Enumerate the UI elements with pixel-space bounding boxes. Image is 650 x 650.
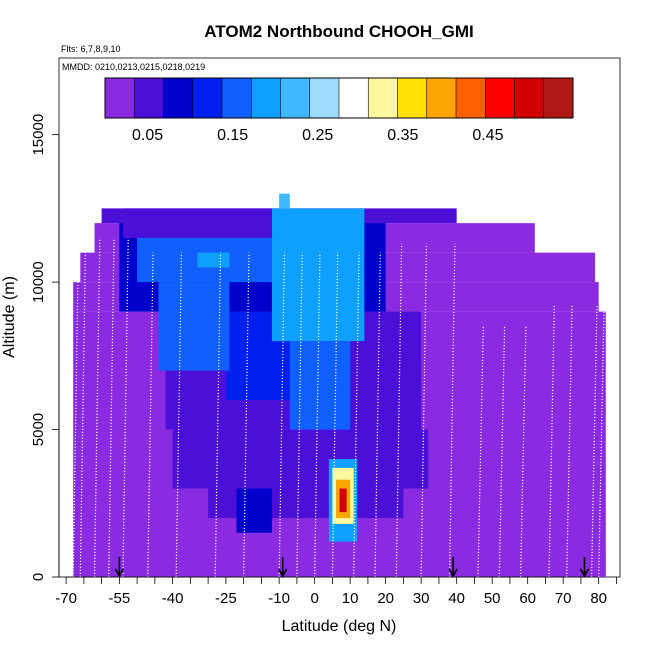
heatmap-cell-19 <box>236 488 273 533</box>
flight-profile-2 <box>93 237 101 578</box>
colorbar-swatch-5 <box>251 78 281 118</box>
colorbar-tick-label-0: 0.05 <box>132 127 163 144</box>
colorbar-swatch-1 <box>134 78 164 118</box>
x-tick-label-12: 70 <box>555 590 572 607</box>
colorbar: 0.05 0.15 0.25 0.35 0.45 <box>104 77 574 144</box>
x-tick-label-6: 10 <box>342 590 359 607</box>
heatmap-cell-15 <box>289 341 351 430</box>
flight-profile-21 <box>548 305 555 578</box>
x-tick-label-0: -70 <box>55 590 77 607</box>
flight-profile-0 <box>72 237 80 578</box>
flight-profile-5 <box>147 252 154 578</box>
heatmap-cell-17 <box>197 252 230 268</box>
flight-arrow-1 <box>277 557 288 578</box>
colorbar-swatch-14 <box>514 78 545 118</box>
flight-profile-9 <box>278 252 286 578</box>
flight-arrow-3 <box>579 557 590 578</box>
flight-profile-1 <box>79 237 87 578</box>
flight-profile-10 <box>296 252 303 578</box>
x-tick-label-13: 80 <box>590 590 607 607</box>
x-tick-label-7: 20 <box>377 590 394 607</box>
flight-profile-12 <box>331 252 339 578</box>
x-tick-label-9: 40 <box>448 590 465 607</box>
heatmap-cell-6 <box>172 429 429 489</box>
dates-label: MMDD: 0210,0213,0215,0218,0219 <box>62 62 205 72</box>
heatmap-cell-16 <box>293 223 344 312</box>
x-tick-label-4: -10 <box>268 590 290 607</box>
x-tick-label-3: -25 <box>215 590 237 607</box>
colorbar-swatch-10 <box>397 78 428 118</box>
flight-profile-3 <box>108 237 115 578</box>
flight-arrow-0 <box>114 557 125 578</box>
flight-profile-23 <box>590 305 598 578</box>
chart-title: ATOM2 Northbound CHOOH_GMI <box>204 22 473 41</box>
heatmap-cell-13 <box>158 282 230 371</box>
y-tick-label-1: 5000 <box>30 413 47 446</box>
colorbar-tick-label-2: 0.25 <box>302 127 333 144</box>
flight-profile-11 <box>314 252 321 578</box>
colorbar-swatch-12 <box>456 78 486 118</box>
heatmap-cell-18 <box>279 193 290 209</box>
flight-profile-22 <box>566 305 573 578</box>
heatmap-cell-23 <box>339 488 347 513</box>
colorbar-swatch-7 <box>309 78 340 118</box>
colorbar-swatch-9 <box>368 78 398 118</box>
x-axis: -70 -55 -40 -25 -10 0 10 20 30 40 50 60 70 80 <box>55 576 617 607</box>
heatmap-cells <box>73 193 606 577</box>
flight-arrow-2 <box>448 557 458 578</box>
colorbar-swatch-11 <box>426 78 457 118</box>
y-axis-label: Altitude (m) <box>1 276 18 358</box>
x-axis-label: Latitude (deg N) <box>282 618 397 635</box>
y-tick-label-2: 10000 <box>30 261 47 303</box>
flight-profile-4 <box>122 237 129 578</box>
colorbar-tick-label-1: 0.15 <box>217 127 248 144</box>
x-tick-label-8: 30 <box>413 590 430 607</box>
colorbar-tick-label-4: 0.45 <box>472 127 503 144</box>
colorbar-swatch-0 <box>105 78 135 118</box>
x-tick-label-11: 60 <box>519 590 536 607</box>
flight-profile-13 <box>353 252 360 578</box>
x-tick-label-2: -40 <box>162 590 184 607</box>
heatmap-cell-0 <box>73 547 606 577</box>
y-axis: 0 5000 10000 15000 <box>30 114 60 581</box>
colorbar-swatch-2 <box>163 78 194 118</box>
flights-label: Flts: 6,7,8,9,10 <box>61 44 121 54</box>
colorbar-swatch-15 <box>543 78 574 118</box>
x-tick-label-1: -55 <box>109 590 131 607</box>
colorbar-tick-label-3: 0.35 <box>387 127 418 144</box>
colorbar-swatch-4 <box>222 78 252 118</box>
x-tick-label-5: 0 <box>310 590 318 607</box>
flight-profiles <box>72 237 605 578</box>
flight-arrows <box>114 557 590 578</box>
colorbar-swatch-3 <box>192 78 223 118</box>
flight-profile-8 <box>243 252 250 578</box>
colorbar-swatch-8 <box>339 78 369 118</box>
colorbar-swatch-6 <box>280 78 311 118</box>
flight-profile-7 <box>214 252 222 578</box>
colorbar-swatch-13 <box>485 78 515 118</box>
colorbar-frame <box>104 77 574 119</box>
flight-profile-6 <box>175 252 183 578</box>
y-tick-label-3: 15000 <box>30 114 47 156</box>
flight-profile-14 <box>374 252 381 578</box>
x-tick-label-10: 50 <box>484 590 501 607</box>
flight-profile-24 <box>598 305 605 578</box>
y-tick-label-0: 0 <box>30 573 47 581</box>
